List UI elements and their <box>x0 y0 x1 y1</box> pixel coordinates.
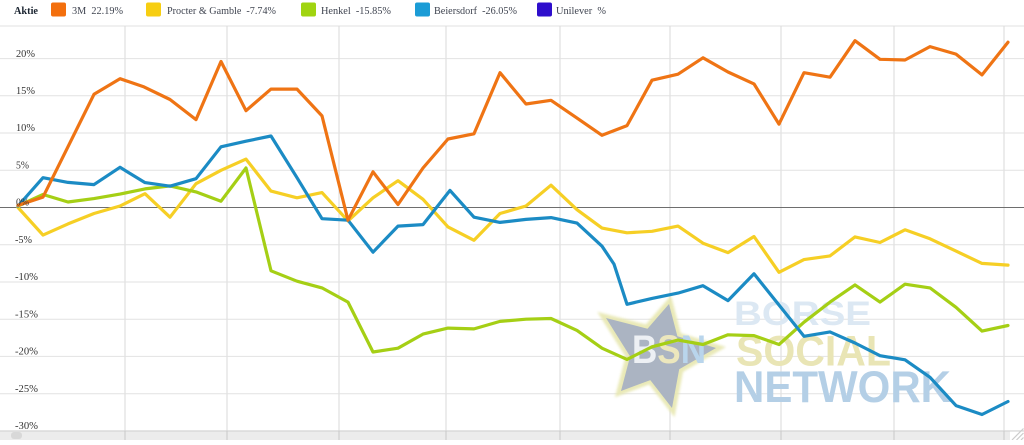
svg-text:-5%: -5% <box>15 235 32 246</box>
svg-text:-20%: -20% <box>15 347 38 358</box>
svg-text:10%: 10% <box>16 123 35 134</box>
svg-text:-15%: -15% <box>15 309 38 320</box>
svg-text:3M 22.19%: 3M 22.19% <box>72 5 123 17</box>
svg-text:BORSE: BORSE <box>734 295 871 333</box>
svg-text:-10%: -10% <box>15 272 38 283</box>
svg-text:BSN: BSN <box>632 328 706 372</box>
svg-text:Henkel -15.85%: Henkel -15.85% <box>321 5 391 17</box>
svg-text:Unilever %: Unilever % <box>556 5 606 17</box>
svg-text:Procter & Gamble -7.74%: Procter & Gamble -7.74% <box>167 5 276 17</box>
svg-text:-25%: -25% <box>15 384 38 395</box>
svg-text:20%: 20% <box>16 49 35 60</box>
svg-text:Aktie: Aktie <box>14 5 38 17</box>
svg-text:15%: 15% <box>16 86 35 97</box>
svg-text:Beiersdorf -26.05%: Beiersdorf -26.05% <box>434 5 517 17</box>
svg-text:NETWORK: NETWORK <box>734 363 951 412</box>
svg-text:5%: 5% <box>16 161 29 172</box>
svg-text:-30%: -30% <box>15 421 38 432</box>
svg-text:0%: 0% <box>16 198 29 209</box>
